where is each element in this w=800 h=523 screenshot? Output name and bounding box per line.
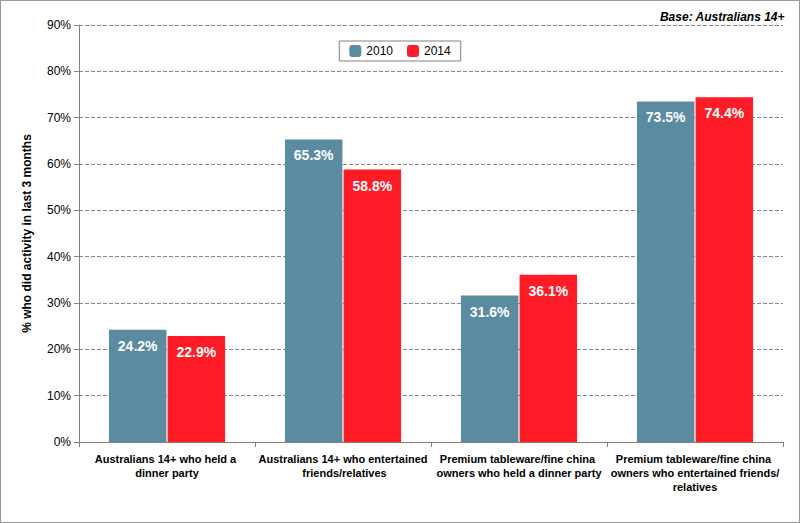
svg-text:74.4%: 74.4%	[704, 105, 744, 121]
svg-text:50%: 50%	[47, 203, 71, 217]
svg-text:Australians 14+ who entertaine: Australians 14+ who entertained	[258, 453, 427, 465]
svg-text:friends/relatives: friends/relatives	[299, 467, 386, 479]
svg-text:90%: 90%	[47, 18, 71, 32]
svg-text:22.9%: 22.9%	[176, 344, 216, 360]
svg-text:80%: 80%	[47, 64, 71, 78]
svg-text:31.6%: 31.6%	[470, 304, 510, 320]
svg-text:40%: 40%	[47, 250, 71, 264]
svg-text:24.2%: 24.2%	[118, 338, 158, 354]
svg-text:Base: Australians 14+: Base: Australians 14+	[660, 10, 785, 24]
svg-text:60%: 60%	[47, 157, 71, 171]
svg-text:65.3%: 65.3%	[294, 147, 334, 163]
svg-text:owners who entertained friends: owners who entertained friends/	[611, 467, 780, 479]
svg-text:10%: 10%	[47, 389, 71, 403]
svg-text:0%: 0%	[54, 435, 72, 449]
svg-text:dinner party: dinner party	[135, 467, 199, 479]
svg-text:Premium tableware/fine china: Premium tableware/fine china	[440, 453, 598, 465]
svg-text:70%: 70%	[47, 111, 71, 125]
svg-text:Australians 14+ who held a: Australians 14+ who held a	[95, 453, 240, 465]
svg-text:58.8%: 58.8%	[352, 178, 392, 194]
svg-text:2014: 2014	[424, 44, 451, 58]
svg-text:relatives: relatives	[673, 481, 718, 493]
svg-text:Premium tableware/fine china: Premium tableware/fine china	[616, 453, 774, 465]
svg-text:36.1%: 36.1%	[528, 283, 568, 299]
svg-text:owners who held a dinner party: owners who held a dinner party	[436, 467, 602, 479]
svg-text:20%: 20%	[47, 342, 71, 356]
svg-text:73.5%: 73.5%	[646, 109, 686, 125]
svg-text:2010: 2010	[366, 44, 393, 58]
svg-text:30%: 30%	[47, 296, 71, 310]
svg-text:% who did activity in last 3 m: % who did activity in last 3 months	[20, 134, 34, 333]
